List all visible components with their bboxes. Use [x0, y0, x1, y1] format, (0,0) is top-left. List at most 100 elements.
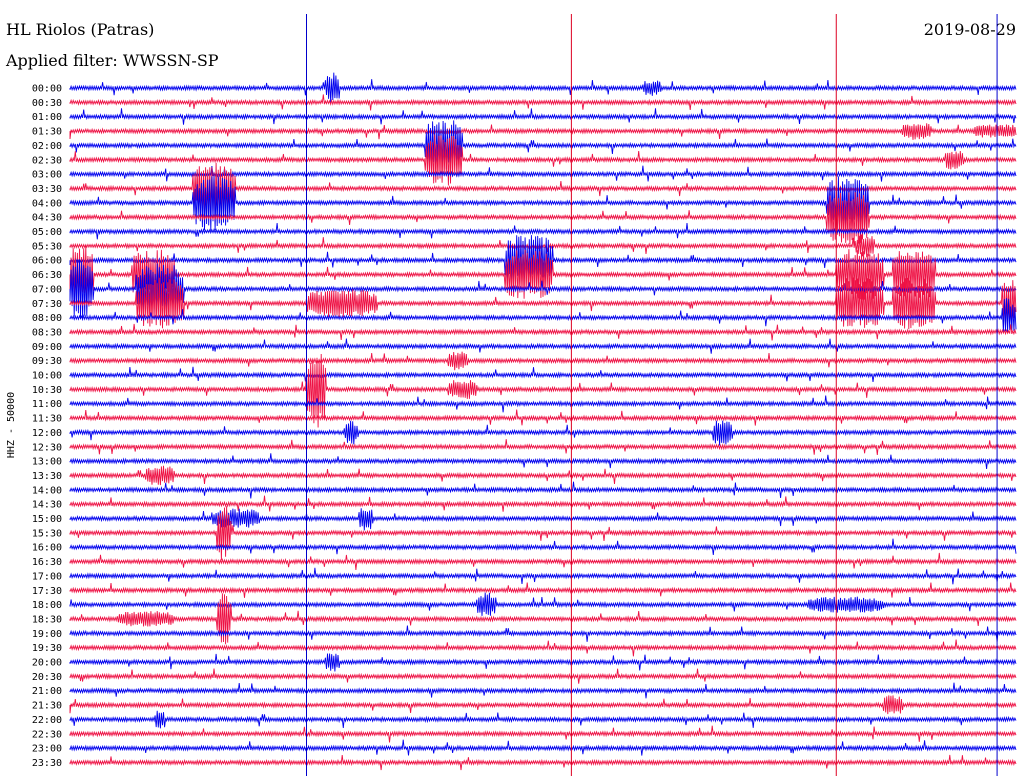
row-time-label: 02:00	[32, 141, 62, 152]
trace-row	[69, 668, 1017, 684]
row-time-label: 04:00	[32, 198, 62, 209]
row-time-label: 09:00	[32, 342, 62, 353]
row-time-label: 12:00	[32, 428, 62, 439]
row-time-label: 06:30	[32, 270, 62, 281]
row-time-label: 19:30	[32, 643, 62, 654]
trace-row	[69, 353, 1017, 428]
trace-row	[69, 495, 1017, 512]
row-time-label: 11:30	[32, 414, 62, 425]
trace-row	[69, 739, 1017, 756]
trace-row	[69, 567, 1017, 585]
row-time-label: 16:30	[32, 557, 62, 568]
row-time-label: 14:30	[32, 500, 62, 511]
trace-row	[69, 725, 1017, 743]
row-time-label: 14:00	[32, 485, 62, 496]
trace-row	[69, 625, 1017, 642]
trace-row	[69, 108, 1017, 125]
trace-row	[69, 134, 1017, 186]
trace-row	[69, 235, 1017, 285]
row-time-label: 02:30	[32, 155, 62, 166]
trace-row	[69, 298, 1017, 334]
trace-row	[69, 420, 1017, 446]
channel-label: HHZ - 50000	[6, 392, 17, 458]
row-time-label: 17:30	[32, 586, 62, 597]
row-time-label: 20:00	[32, 658, 62, 669]
trace-row	[69, 94, 1017, 111]
row-time-label: 21:00	[32, 686, 62, 697]
trace-row	[69, 351, 1017, 371]
trace-row	[69, 234, 1017, 258]
row-time-label: 13:30	[32, 471, 62, 482]
trace-row	[69, 395, 1017, 413]
row-time-label: 05:30	[32, 241, 62, 252]
row-time-label: 09:30	[32, 356, 62, 367]
row-time-label: 07:30	[32, 299, 62, 310]
row-time-label: 00:00	[32, 84, 62, 95]
row-time-label: 01:30	[32, 127, 62, 138]
trace-row	[69, 695, 1017, 715]
trace-row	[69, 453, 1017, 469]
row-time-label: 18:00	[32, 600, 62, 611]
row-time-label: 03:30	[32, 184, 62, 195]
row-time-label: 19:00	[32, 629, 62, 640]
trace-row	[69, 552, 1017, 571]
row-time-label: 21:30	[32, 701, 62, 712]
row-time-label: 15:30	[32, 528, 62, 539]
trace-row	[69, 508, 1017, 531]
trace-row	[69, 192, 1017, 245]
trace-row	[69, 162, 1017, 216]
row-time-label: 04:30	[32, 213, 62, 224]
trace-row	[69, 175, 1017, 231]
row-time-label: 17:00	[32, 571, 62, 582]
trace-row	[69, 120, 1017, 170]
trace-row	[69, 639, 1017, 657]
row-time-label: 22:30	[32, 729, 62, 740]
row-time-label: 15:00	[32, 514, 62, 525]
trace-row	[69, 259, 1017, 319]
trace-row	[69, 754, 1017, 771]
row-time-label: 03:00	[32, 170, 62, 181]
row-time-label: 07:00	[32, 284, 62, 295]
row-time-label: 01:00	[32, 112, 62, 123]
row-time-label: 23:30	[32, 758, 62, 769]
trace-row	[69, 481, 1017, 499]
trace-row	[69, 592, 1017, 616]
trace-row	[69, 538, 1017, 556]
trace-row	[69, 682, 1017, 699]
row-time-label: 22:00	[32, 715, 62, 726]
trace-row	[69, 439, 1017, 455]
trace-row	[69, 653, 1017, 672]
trace-row	[69, 222, 1017, 240]
row-time-label: 10:00	[32, 371, 62, 382]
row-time-label: 16:00	[32, 543, 62, 554]
row-time-label: 00:30	[32, 98, 62, 109]
date-label: 2019-08-29	[923, 20, 1016, 39]
row-time-label: 06:00	[32, 256, 62, 267]
row-time-label: 23:00	[32, 744, 62, 755]
station-title: HL Riolos (Patras)	[6, 20, 155, 39]
trace-row	[69, 338, 1017, 354]
row-time-label: 12:30	[32, 442, 62, 453]
trace-row	[69, 710, 1017, 729]
trace-row	[69, 465, 1017, 486]
trace-row	[69, 123, 1017, 140]
row-time-label: 08:30	[32, 327, 62, 338]
trace-row	[69, 582, 1017, 598]
row-time-label: 10:30	[32, 385, 62, 396]
trace-row	[69, 506, 1017, 561]
row-time-label: 11:00	[32, 399, 62, 410]
row-time-label: 08:00	[32, 313, 62, 324]
row-time-label: 20:30	[32, 672, 62, 683]
row-time-label: 18:30	[32, 614, 62, 625]
row-time-label: 13:00	[32, 457, 62, 468]
trace-row	[69, 72, 1017, 104]
trace-row	[69, 593, 1017, 645]
trace-row	[69, 366, 1017, 383]
filter-label: Applied filter: WWSSN-SP	[6, 51, 219, 70]
trace-row	[69, 409, 1017, 426]
trace-row	[69, 323, 1017, 341]
row-time-label: 05:00	[32, 227, 62, 238]
trace-row	[69, 277, 1017, 330]
